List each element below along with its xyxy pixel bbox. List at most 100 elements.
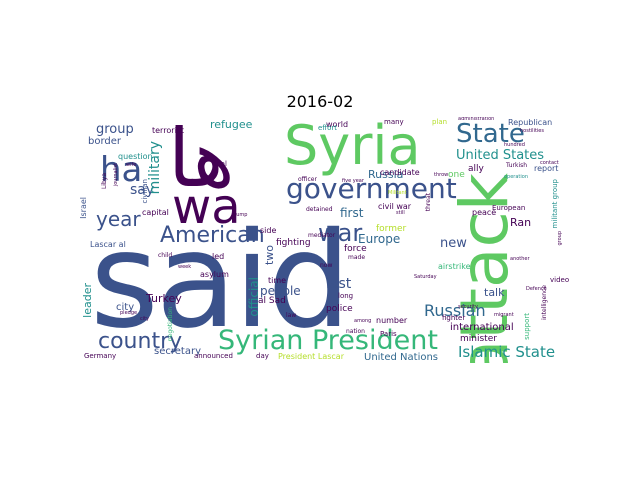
word-government: government [286,172,457,205]
word-militant: Militant [388,190,407,196]
word-one: one [448,170,465,180]
word-group: group [96,122,134,137]
word-now: now [320,262,333,269]
word-terrorist: terrorist [152,126,185,135]
word-refugee: refugee [210,118,253,131]
word-said: said [90,204,351,358]
word-first: first [340,206,364,220]
word-force: force [344,244,367,254]
word-made: made [348,254,366,261]
word-war: war [318,219,363,247]
word-united-states: United States [456,148,545,163]
word-last: last [326,276,352,292]
word-pledge: pledge [120,310,138,316]
word-throw: throw [434,172,449,178]
word-detained: detained [306,206,333,213]
word-paris: Paris [380,330,397,338]
word-capital: capital [142,208,169,217]
word-russia: Russia [368,168,404,181]
word-civilian: civilian [141,179,149,204]
word-ally: ally [468,164,484,174]
word-police: police [326,304,353,314]
word-number: number [376,316,408,325]
word-world: world [326,120,349,129]
word-germany: Germany [84,352,117,360]
word-officer: officer [298,176,317,183]
word-former: former [376,224,407,234]
word-question: question [118,152,153,161]
figure-title: 2016-02 [286,92,354,111]
word-secretary: secretary [154,346,201,357]
word-plan: plan [432,118,448,126]
word-islamic-state: Islamic State [458,343,556,361]
word-hostilities: hostilities [520,128,544,134]
word-state: State [456,119,525,149]
word-law: law [286,312,297,319]
word-minister: minister [460,334,497,344]
word-effort: effort [318,124,338,132]
word-turkey: Turkey [146,292,182,305]
word-military: military [147,141,163,195]
word-lascar-al: Lascar al [90,240,126,249]
word-long: long [338,292,354,300]
word-mediator: mediator [308,232,336,239]
word-cloud: said attack ها Syria wa ha government Sy… [80,117,572,363]
word-two: two [263,245,276,266]
word-say: say [130,182,155,198]
word-fighting: fighting [276,238,311,248]
word-united-nations: United Nations [364,352,439,363]
word-people: people [260,284,301,298]
word-saturday: Saturday [414,274,437,280]
word-five-year: five year [342,178,364,184]
word-fighter: fighter [442,314,466,322]
word-nation: nation [346,328,365,335]
word-militant-group: militant group [551,179,559,229]
word-russian: Russian [424,301,486,320]
word-president-lascar: President Lascar [278,352,344,361]
word-ran: Ran [510,216,532,229]
word-another: another [510,256,530,262]
word-syria: Syria [284,117,421,177]
word-security: security [458,304,478,310]
word-civil-war: civil war [378,202,412,211]
word-hundred: hundred [504,142,525,148]
word-defence: Defence [526,286,547,292]
word-video: video [550,276,570,284]
word-wife: wife [126,162,137,168]
word-child: child [158,252,173,259]
word-candidate: candidate [380,168,420,177]
word-administration: administration [458,117,495,122]
word-flump: Flump [232,212,248,218]
word-al-sad: al Sad [258,296,286,306]
word-europe: Europe [358,232,401,246]
word-leader: leader [81,283,94,318]
word-day: day [256,352,269,360]
word-side: side [260,226,277,235]
word-wa: wa [172,179,241,235]
word-airstrike: airstrike [438,262,471,271]
word-contact: contact [540,160,559,166]
word-asylum: asylum [200,270,229,279]
word-negotiation: negotiation [167,307,174,342]
word-led: led [212,252,225,261]
word-international: international [450,322,514,333]
word-many: many [384,118,404,126]
word-arabic-glyph: ها [168,117,235,205]
word-group-small: group [557,231,563,246]
word-deal: deal [212,160,227,168]
word-talk: talk [484,286,505,299]
word-syrian-president: Syrian President [218,325,438,356]
word-among: among [354,318,372,324]
word-city: city [116,302,135,313]
word-city-small: city [140,316,150,322]
word-year: year [96,207,141,231]
word-american: American [160,223,265,248]
word-peace: peace [472,208,497,217]
word-support: support [523,313,531,340]
word-libya: Libya [101,173,108,190]
word-ha: ha [100,150,143,190]
word-threat: threat [425,193,432,212]
word-week: week [178,264,192,270]
word-still: still [396,210,405,216]
